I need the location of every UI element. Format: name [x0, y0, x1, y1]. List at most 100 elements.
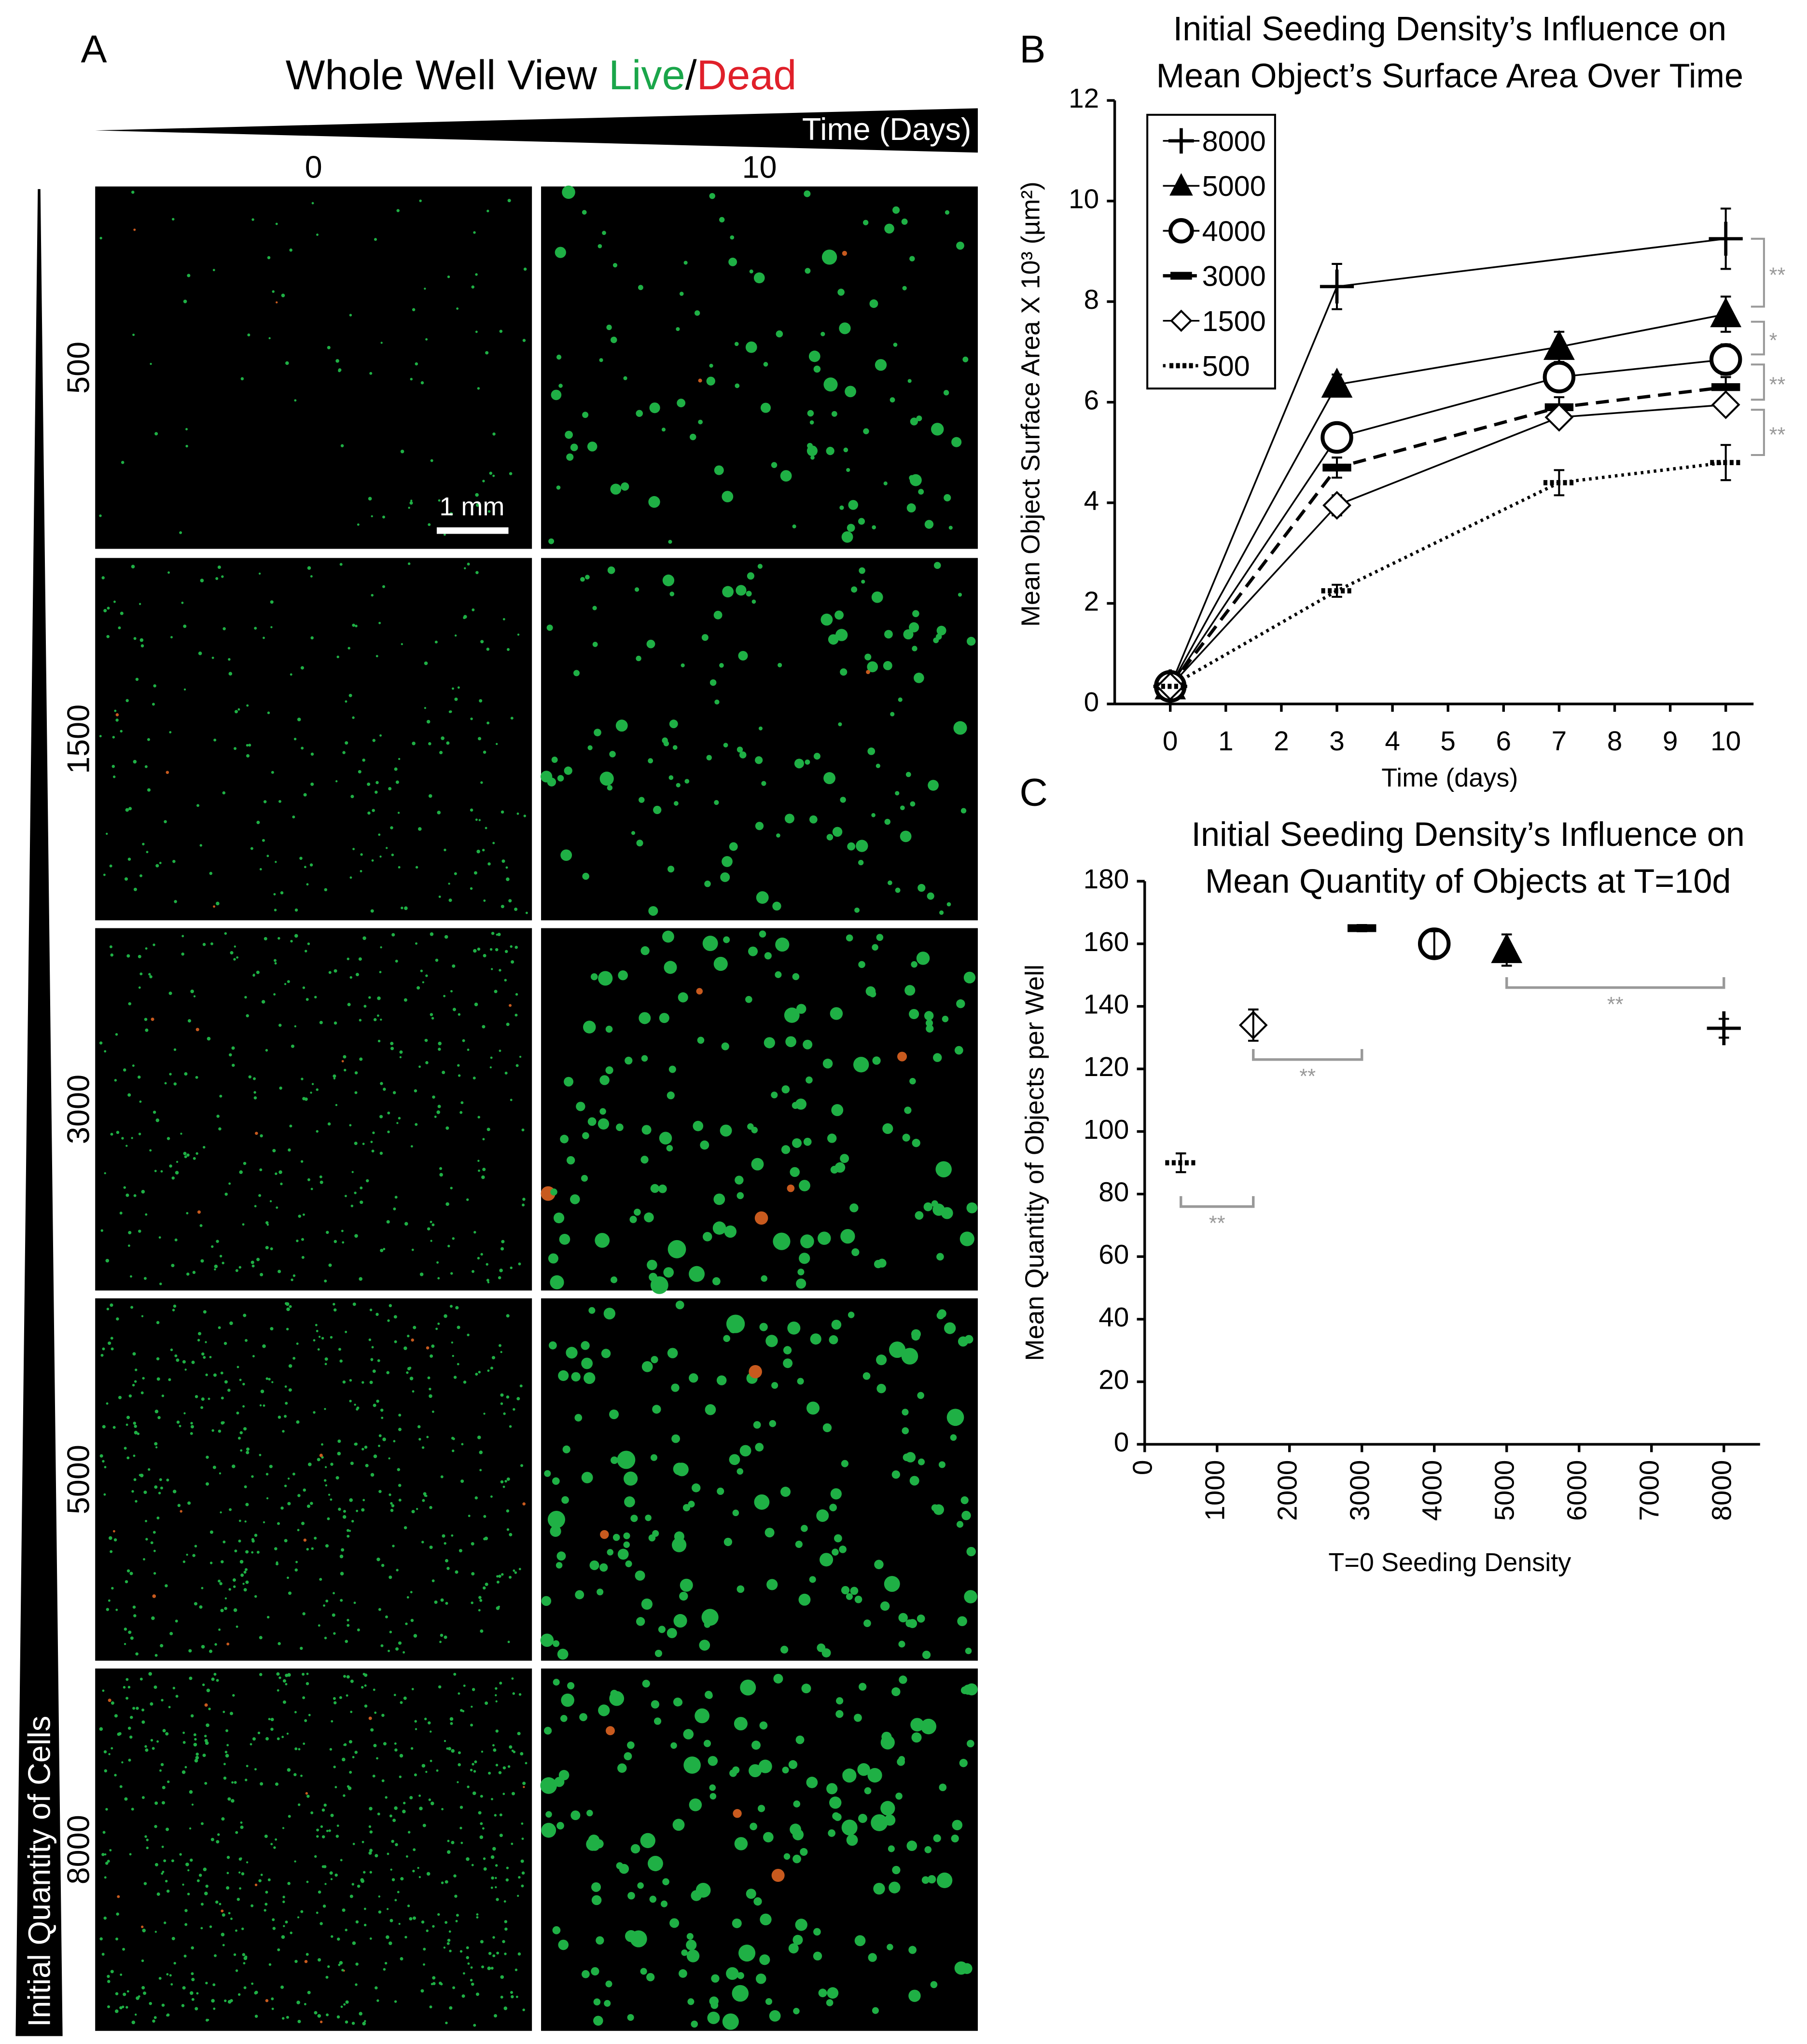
cell-dot — [821, 1648, 831, 1657]
cell-dot — [871, 1814, 888, 1831]
cell-dot — [379, 1151, 383, 1155]
cell-dot — [506, 1395, 510, 1399]
cell-dot — [403, 1801, 406, 1805]
cell-dot — [490, 1367, 493, 1370]
marker-part — [1321, 367, 1353, 398]
cell-dot — [625, 1056, 633, 1065]
cell-dot — [410, 378, 413, 381]
cell-dot — [209, 1649, 213, 1653]
cell-dot — [169, 1631, 173, 1635]
cell-dot — [853, 1057, 869, 1073]
cell-dot — [830, 1007, 843, 1020]
cell-dot — [956, 999, 965, 1008]
cell-dot — [294, 934, 298, 938]
cell-dot — [103, 608, 107, 612]
cell-dot — [191, 1946, 194, 1949]
cell-dot — [967, 1740, 974, 1748]
cell-dot — [139, 1474, 144, 1478]
cell-dot — [745, 995, 752, 1003]
cell-dot — [553, 1679, 560, 1686]
significance-bracket — [1751, 320, 1765, 356]
cell-dot — [212, 1465, 216, 1469]
series-line — [1169, 359, 1726, 687]
cell-dot — [316, 1835, 319, 1838]
cell-dot — [193, 995, 196, 997]
cell-dot — [214, 1954, 217, 1957]
cell-dot — [505, 866, 508, 869]
cell-dot — [351, 1883, 354, 1886]
cell-dot — [218, 1127, 222, 1131]
cell-dot — [479, 1835, 484, 1839]
cell-dot — [459, 1806, 463, 1809]
cell-dot — [294, 1025, 297, 1028]
cell-dot — [444, 1542, 446, 1545]
cell-dot — [478, 737, 482, 741]
cell-dot — [187, 1869, 190, 1872]
cell-dot — [807, 410, 814, 417]
cell-dot — [388, 1941, 392, 1946]
cell-dot — [470, 887, 473, 890]
cell-dot — [195, 2007, 198, 2011]
cell-dot — [391, 1504, 395, 1507]
cell-dot — [389, 1575, 392, 1579]
cell-dot — [646, 1973, 655, 1982]
cell-dot — [681, 1949, 688, 1956]
cell-dot — [737, 1972, 744, 1979]
cell-dot — [473, 2024, 476, 2027]
cell-dot — [964, 1590, 977, 1603]
cell-dot — [238, 1871, 241, 1874]
cell-dot — [201, 1822, 204, 1825]
cell-dot — [428, 523, 431, 526]
cell-dot — [823, 772, 835, 785]
cell-dot — [924, 1011, 934, 1021]
cell-dot — [354, 1442, 358, 1446]
cell-dot — [747, 572, 754, 580]
cell-dot — [454, 1894, 458, 1898]
cell-dot — [251, 1551, 254, 1554]
cell-dot — [493, 2014, 498, 2017]
cell-dot — [936, 625, 946, 635]
cell-dot — [580, 577, 585, 582]
cell-dot — [956, 1521, 963, 1528]
cell-dot — [813, 1951, 822, 1961]
marker-triangle — [1321, 367, 1353, 398]
cell-dot — [471, 1864, 474, 1866]
cell-dot — [407, 1335, 410, 1338]
cell-dot — [449, 1949, 452, 1952]
cell-dot — [244, 1485, 247, 1489]
cell-dot — [662, 930, 674, 943]
cell-dot — [502, 1766, 506, 1769]
cell-dot — [303, 1742, 306, 1745]
x-tick-label: 1 — [1218, 726, 1234, 757]
cell-dot — [407, 1905, 410, 1907]
cell-dot — [165, 1584, 168, 1588]
cell-dot — [450, 1272, 453, 1275]
cell-dot — [611, 1456, 618, 1464]
cell-dot — [167, 1780, 170, 1783]
cell-dot — [285, 1683, 288, 1685]
cell-dot — [333, 1308, 337, 1312]
cell-dot — [228, 1912, 231, 1915]
y-tick-label: 2 — [1084, 586, 1099, 617]
cell-dot — [861, 580, 865, 584]
cell-dot — [805, 759, 810, 765]
cell-dot — [288, 1148, 291, 1152]
cell-dot — [306, 1682, 309, 1685]
series-line — [1169, 385, 1726, 688]
cell-dot — [274, 959, 277, 962]
cell-dot — [265, 1891, 268, 1894]
cell-dot — [246, 1765, 249, 1768]
cell-dot — [257, 1731, 261, 1734]
cell-dot — [303, 1538, 307, 1542]
x-tick-label: 4000 — [1418, 1460, 1448, 1521]
cell-dot — [260, 1782, 264, 1786]
cell-dot — [185, 1863, 189, 1866]
cell-dot — [121, 461, 125, 464]
cell-dot — [686, 1949, 700, 1962]
cell-dot — [277, 1689, 279, 1692]
cell-dot — [271, 1381, 274, 1383]
cell-dot — [689, 1798, 702, 1811]
cell-dot — [369, 1937, 372, 1940]
cell-dot — [285, 361, 289, 365]
cell-dot — [246, 1861, 249, 1864]
